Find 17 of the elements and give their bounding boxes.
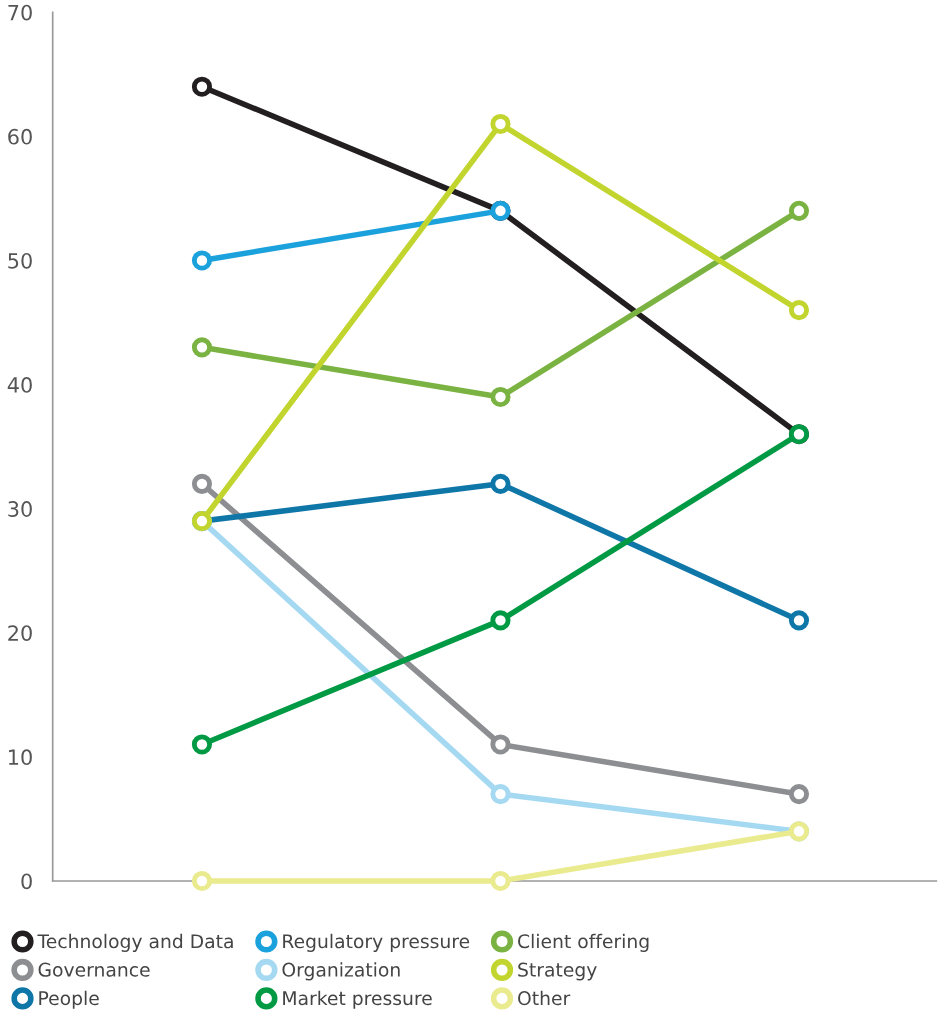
y-tick-label: 30 [8, 501, 32, 517]
y-tick-label: 40 [7, 377, 32, 393]
legend-label: Other [518, 990, 571, 1006]
legend-label: Market pressure [283, 990, 432, 1009]
legend-label: Regulatory pressure [283, 933, 470, 952]
legend-label: Strategy [518, 962, 597, 981]
legend-label: Client offering [518, 933, 649, 952]
legend-label: People [39, 990, 99, 1009]
y-tick-label: 20 [8, 625, 32, 641]
y-tick-label: 10 [9, 749, 32, 766]
y-tick-label: 0 [21, 873, 32, 890]
y-tick-label: 60 [8, 128, 32, 145]
y-tick-label: 50 [8, 252, 32, 269]
legend-label: Organization [282, 962, 400, 981]
legend-label: Technology and Data [37, 933, 233, 952]
y-tick-label: 70 [8, 4, 32, 21]
legend-label: Governance [38, 962, 150, 977]
